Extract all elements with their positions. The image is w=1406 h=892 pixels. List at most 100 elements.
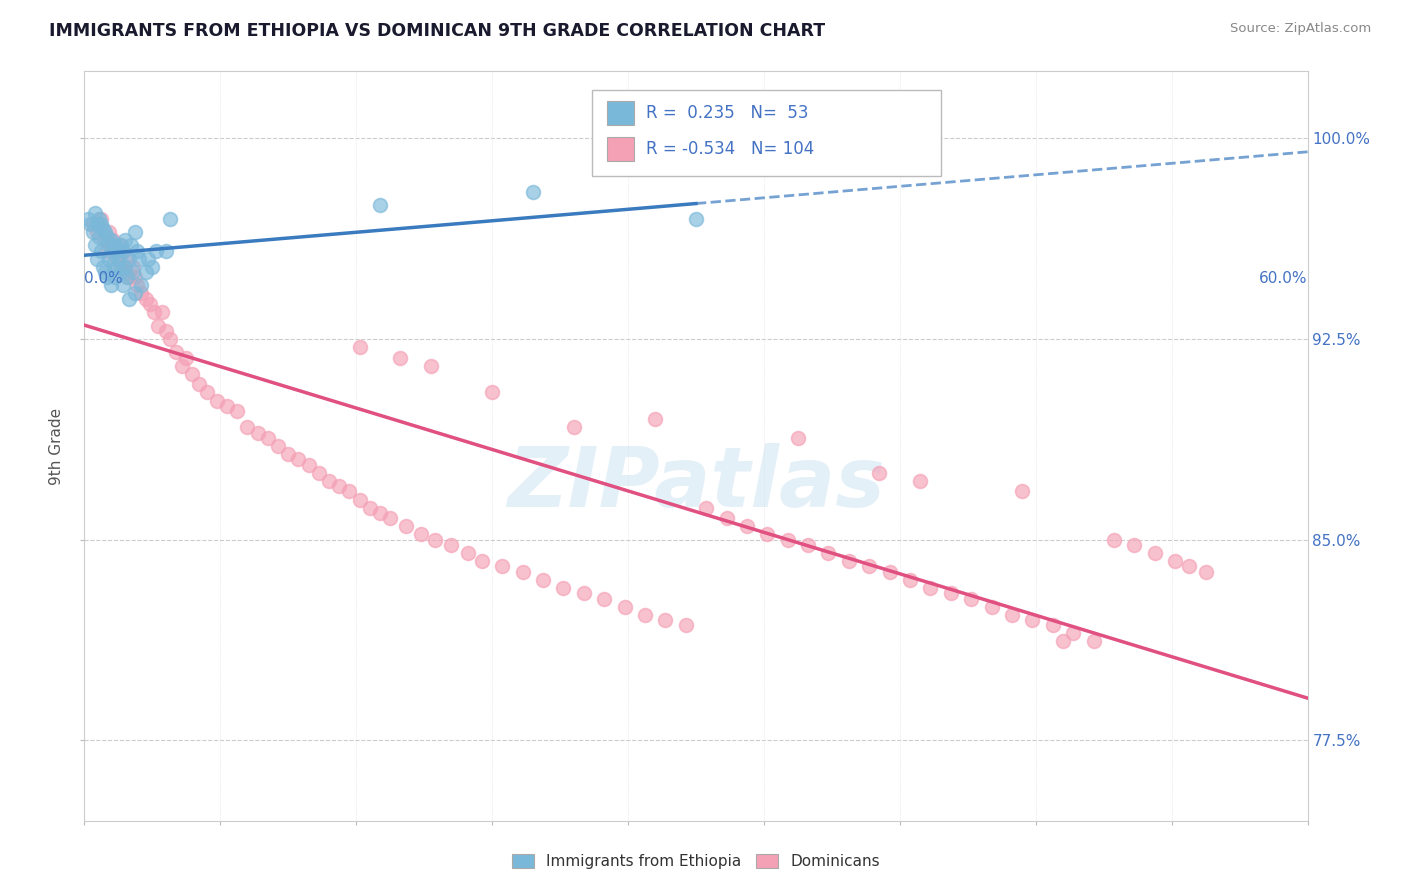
Point <box>97 252 120 266</box>
Point <box>491 559 513 574</box>
Point <box>287 452 309 467</box>
Point <box>695 500 717 515</box>
Point <box>368 198 391 212</box>
Text: 0.0%: 0.0% <box>84 271 124 286</box>
Point <box>1143 546 1166 560</box>
Point <box>114 260 136 274</box>
Point <box>298 458 321 472</box>
Point <box>1021 613 1043 627</box>
Point <box>145 244 167 258</box>
Point <box>159 211 181 226</box>
Point <box>318 474 340 488</box>
Legend: Immigrants from Ethiopia, Dominicans: Immigrants from Ethiopia, Dominicans <box>512 854 880 869</box>
Text: 60.0%: 60.0% <box>1260 271 1308 286</box>
Point <box>110 265 132 279</box>
Point <box>634 607 657 622</box>
Point <box>776 533 799 547</box>
Point <box>481 385 503 400</box>
Point <box>675 618 697 632</box>
Y-axis label: 9th Grade: 9th Grade <box>49 408 65 484</box>
Point <box>349 492 371 507</box>
Point <box>82 217 104 231</box>
Point <box>471 554 494 568</box>
Point <box>93 265 115 279</box>
Point <box>960 591 983 606</box>
Point <box>110 260 132 274</box>
Point <box>115 270 138 285</box>
Point <box>104 238 127 252</box>
Point <box>531 573 554 587</box>
Point <box>142 305 165 319</box>
Point <box>898 573 921 587</box>
Point <box>457 546 479 560</box>
Bar <box>606 136 634 161</box>
Point <box>155 244 177 258</box>
Point <box>1083 634 1105 648</box>
Point <box>195 385 218 400</box>
Point <box>108 252 131 266</box>
Point <box>120 238 142 252</box>
Point <box>553 581 575 595</box>
Point <box>858 559 880 574</box>
Point <box>91 222 114 236</box>
Point <box>90 244 112 258</box>
Point <box>226 404 249 418</box>
Point <box>110 238 132 252</box>
FancyBboxPatch shape <box>592 90 941 177</box>
Point <box>115 252 138 266</box>
Point <box>572 586 595 600</box>
Point <box>522 185 544 199</box>
Point <box>756 527 779 541</box>
Text: R = -0.534   N= 104: R = -0.534 N= 104 <box>645 139 814 158</box>
Point <box>1195 565 1218 579</box>
Point <box>101 244 124 258</box>
Point <box>131 278 153 293</box>
Point <box>101 257 124 271</box>
Point <box>108 238 131 252</box>
Point <box>613 599 636 614</box>
Point <box>91 260 114 274</box>
Point <box>93 233 115 247</box>
Point <box>135 265 157 279</box>
Bar <box>606 101 634 125</box>
Point <box>96 230 118 244</box>
Point <box>124 286 146 301</box>
Point <box>1011 484 1033 499</box>
Point <box>96 270 118 285</box>
Point <box>512 565 534 579</box>
Point <box>644 412 666 426</box>
Point <box>101 233 124 247</box>
Point <box>797 538 820 552</box>
Point <box>920 581 942 595</box>
Point <box>380 511 402 525</box>
Point <box>349 340 371 354</box>
Point <box>77 211 100 226</box>
Point <box>879 565 901 579</box>
Point <box>82 225 104 239</box>
Point <box>1164 554 1187 568</box>
Point <box>174 351 197 365</box>
Point <box>104 244 127 258</box>
Point <box>654 613 676 627</box>
Point <box>1062 626 1084 640</box>
Point <box>423 533 446 547</box>
Point <box>172 359 194 373</box>
Point <box>105 244 128 258</box>
Point <box>90 211 112 226</box>
Point <box>817 546 839 560</box>
Point <box>277 447 299 461</box>
Point <box>124 270 146 285</box>
Point <box>735 519 758 533</box>
Point <box>127 244 149 258</box>
Point <box>236 420 259 434</box>
Point <box>100 238 122 252</box>
Point <box>87 230 110 244</box>
Point <box>787 431 810 445</box>
Point <box>440 538 463 552</box>
Point <box>685 211 707 226</box>
Point <box>1042 618 1064 632</box>
Point <box>105 252 128 266</box>
Point <box>359 500 381 515</box>
Text: R =  0.235   N=  53: R = 0.235 N= 53 <box>645 103 808 121</box>
Point <box>141 260 163 274</box>
